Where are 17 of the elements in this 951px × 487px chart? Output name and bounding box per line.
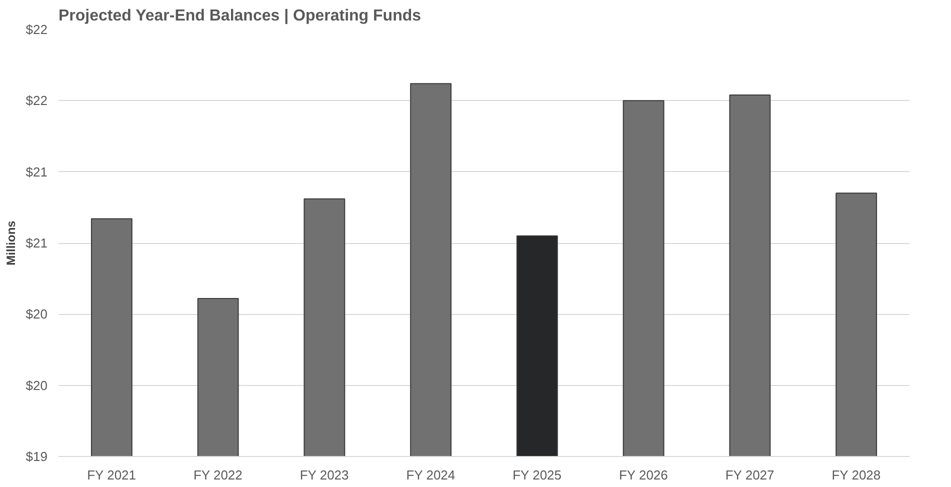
y-tick-label: $21: [26, 164, 48, 180]
y-tick-label: $19: [26, 449, 48, 464]
x-tick-label: FY 2028: [832, 468, 881, 482]
y-tick-label: $20: [26, 306, 48, 322]
x-tick-label: FY 2025: [512, 468, 562, 482]
y-axis-title: Millions: [4, 220, 18, 266]
x-tick-label: FY 2022: [193, 468, 242, 482]
y-tick-label: $21: [26, 236, 48, 250]
y-tick-label: $22: [26, 93, 48, 108]
chart-title: Projected Year-End Balances | Operating Funds: [58, 8, 422, 24]
y-tick-label: $22: [26, 22, 48, 37]
x-tick-label: FY 2027: [725, 468, 774, 482]
x-tick-label: FY 2024: [406, 468, 456, 482]
y-tick-label: $20: [26, 378, 48, 393]
x-tick-label: FY 2021: [87, 468, 136, 482]
x-tick-label: FY 2026: [618, 468, 668, 482]
x-tick-label: FY 2023: [300, 468, 349, 482]
